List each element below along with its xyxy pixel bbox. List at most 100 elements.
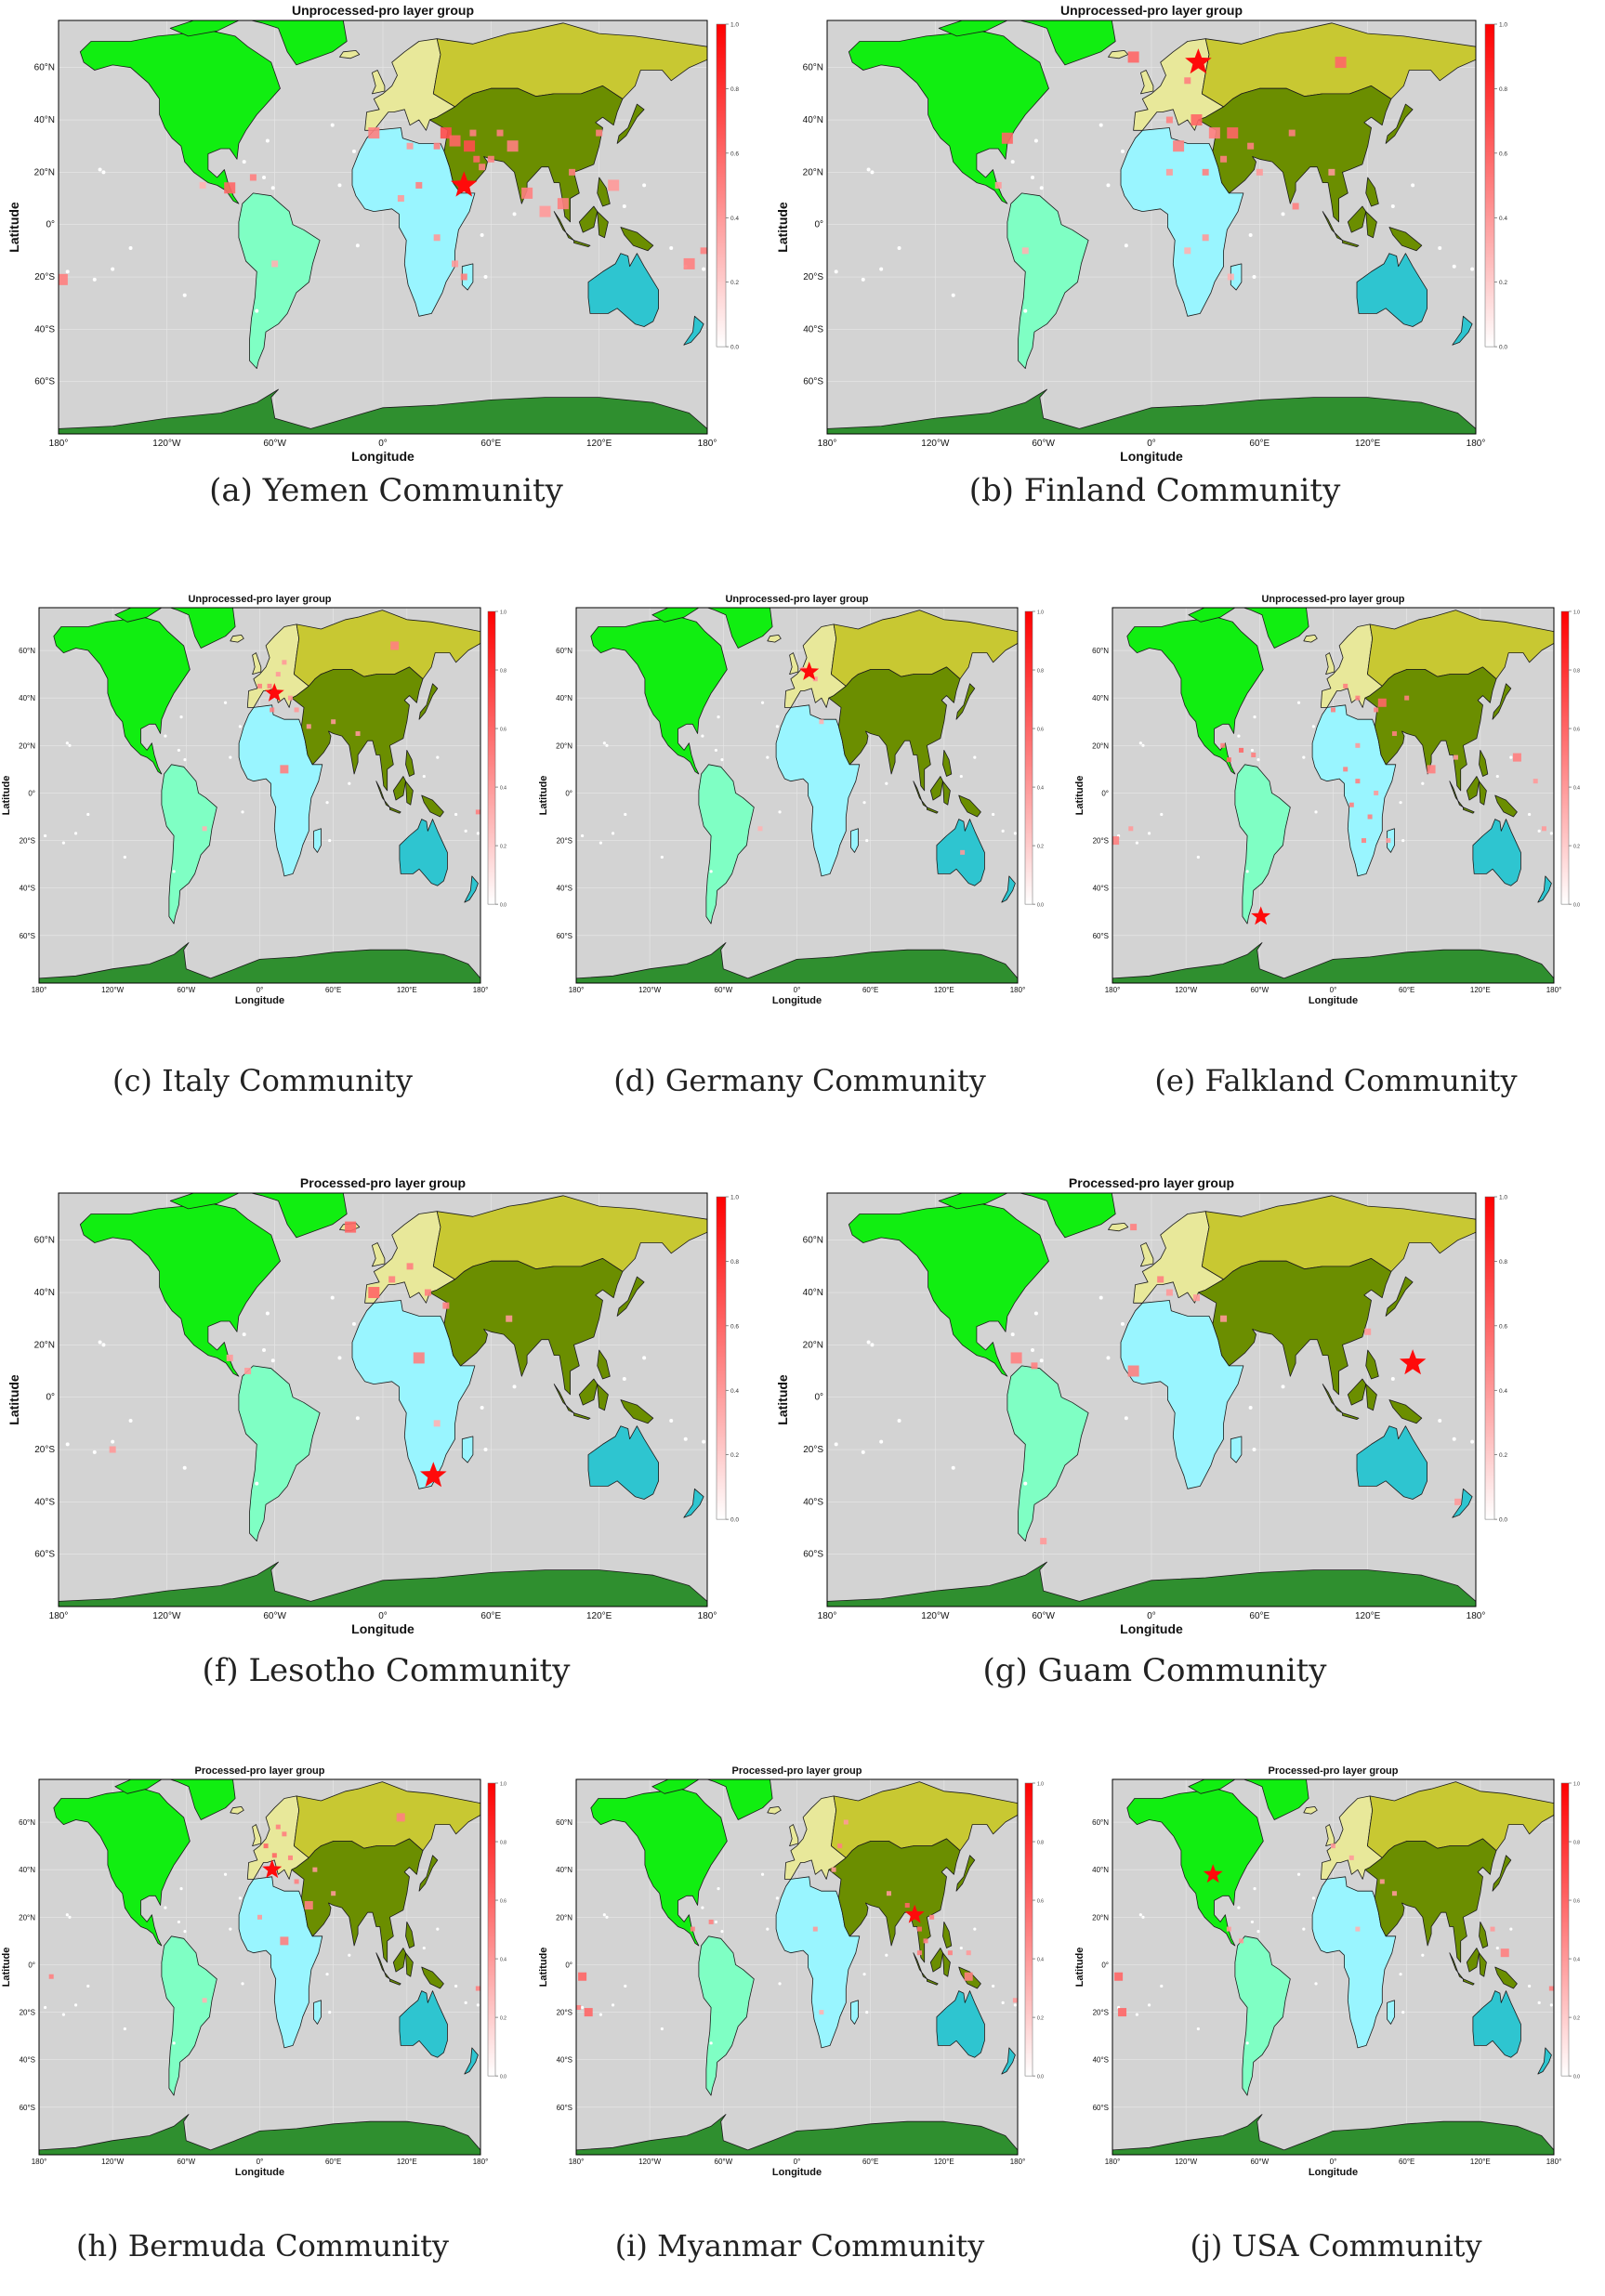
land-europe	[372, 70, 386, 95]
land-middle_south_east_asia	[291, 666, 424, 792]
island-dot	[262, 1347, 267, 1352]
map-layers	[576, 1779, 1018, 2155]
land-middle_south_east_asia	[913, 781, 927, 808]
land-south_america	[1234, 764, 1291, 925]
island-dot	[73, 832, 78, 835]
land-north_america_greenland	[251, 20, 348, 66]
island-dot	[182, 293, 187, 297]
community-marker	[1191, 114, 1203, 126]
x-tick-label: 60°E	[325, 986, 341, 994]
x-tick-label: 60°E	[1399, 2158, 1414, 2166]
colorbar-tick-label: 0.4	[1499, 1388, 1507, 1395]
y-tick-label: 40°N	[34, 115, 55, 125]
x-tick-label: 180°	[49, 1611, 69, 1621]
colorbar-tick-label: 0.6	[500, 728, 506, 733]
community-star-marker	[1185, 48, 1212, 74]
y-tick-label: 40°S	[34, 324, 55, 335]
community-marker	[406, 142, 414, 150]
land-oceania	[399, 819, 448, 886]
land-europe	[252, 652, 262, 675]
x-tick-label: 120°W	[101, 2158, 125, 2166]
island-dot	[1196, 2027, 1200, 2031]
island-dot	[1311, 725, 1315, 728]
island-dot	[1248, 1405, 1253, 1410]
island-dot	[1549, 2003, 1553, 2007]
community-marker	[819, 2010, 824, 2015]
land-africa	[313, 2000, 322, 2025]
community-marker	[1379, 1879, 1385, 1884]
land-middle_south_east_asia	[1449, 781, 1464, 808]
community-marker	[275, 1824, 281, 1830]
x-tick-label: 60°E	[1399, 986, 1414, 994]
y-tick-label: 40°S	[1093, 885, 1109, 893]
land-middle_south_east_asia	[913, 1952, 927, 1980]
colorbar-tick-label: 0.8	[730, 1259, 739, 1266]
island-dot	[1399, 1973, 1402, 1976]
y-tick-label: 20°S	[20, 2009, 35, 2017]
x-tick-label: 0°	[1147, 1611, 1156, 1621]
y-tick-label: 20°N	[34, 167, 55, 177]
community-marker	[345, 1221, 357, 1233]
land-europe	[1108, 1223, 1129, 1232]
island-dot	[229, 755, 232, 759]
community-marker	[442, 1302, 450, 1309]
x-tick-label: 120°E	[397, 986, 417, 994]
island-dot	[1033, 1311, 1038, 1316]
island-dot	[1106, 1356, 1111, 1360]
land-middle_south_east_asia	[405, 1952, 414, 1977]
community-marker	[819, 719, 824, 725]
land-middle_south_east_asia	[1479, 781, 1487, 806]
x-tick-label: 180°	[1105, 2158, 1121, 2166]
island-dot	[1302, 755, 1306, 759]
community-marker	[424, 1289, 431, 1296]
x-tick-label: 120°W	[152, 1611, 181, 1621]
island-dot	[861, 277, 865, 282]
colorbar-tick-label: 0.8	[1499, 1259, 1507, 1266]
y-tick-label: 20°N	[34, 1340, 55, 1350]
island-dot	[337, 183, 342, 188]
land-north_america_greenland	[706, 608, 773, 649]
island-dot	[1033, 138, 1038, 143]
land-europe	[767, 1806, 782, 1815]
colorbar-tick-label: 1.0	[1037, 1782, 1044, 1788]
island-dot	[1421, 1953, 1425, 1957]
island-dot	[1470, 267, 1475, 271]
island-dot	[861, 1450, 865, 1454]
island-dot	[422, 774, 426, 779]
island-dot	[183, 758, 187, 762]
x-tick-label: 180°	[569, 2158, 585, 2166]
x-axis-label: Longitude	[351, 449, 414, 464]
community-marker	[263, 1843, 269, 1849]
map-title: Unprocessed-pro layer group	[292, 3, 474, 18]
island-dot	[128, 1419, 133, 1424]
land-antarctica	[827, 1561, 1476, 1607]
island-dot	[624, 812, 627, 817]
y-tick-label: 60°N	[34, 63, 55, 73]
community-marker	[690, 1926, 695, 1932]
community-marker	[433, 1420, 441, 1427]
map-svg: Processed-pro layer group 180° 120°W 60°W 0°…	[7, 1175, 739, 1636]
land-middle_south_east_asia	[421, 794, 444, 818]
y-tick-label: 20°N	[1092, 1913, 1109, 1922]
colorbar-tick-label: 0.8	[1037, 669, 1044, 675]
colorbar-tick-label: 0.2	[1573, 845, 1580, 850]
map-title: Processed-pro layer group	[732, 1765, 862, 1777]
y-axis-label: Latitude	[1074, 1948, 1085, 1988]
land-africa	[1120, 1300, 1244, 1489]
figure-caption: (g) Guam Community	[982, 1652, 1327, 1689]
island-dot	[1196, 855, 1200, 859]
x-axis-label: Longitude	[772, 995, 822, 1006]
island-dot	[1438, 246, 1442, 251]
community-marker	[271, 260, 279, 268]
y-tick-label: 0°	[28, 789, 35, 797]
x-tick-label: 180°	[1546, 986, 1562, 994]
island-dot	[65, 1442, 70, 1447]
colorbar-tick-label: 1.0	[730, 1195, 739, 1201]
y-tick-label: 60°N	[1092, 647, 1109, 655]
land-europe	[1303, 1806, 1318, 1815]
community-marker	[1367, 814, 1373, 820]
community-marker	[923, 1938, 928, 1944]
colorbar-tick-label: 1.0	[1037, 610, 1044, 616]
land-north_america_greenland	[251, 1193, 348, 1239]
community-marker	[270, 707, 275, 713]
